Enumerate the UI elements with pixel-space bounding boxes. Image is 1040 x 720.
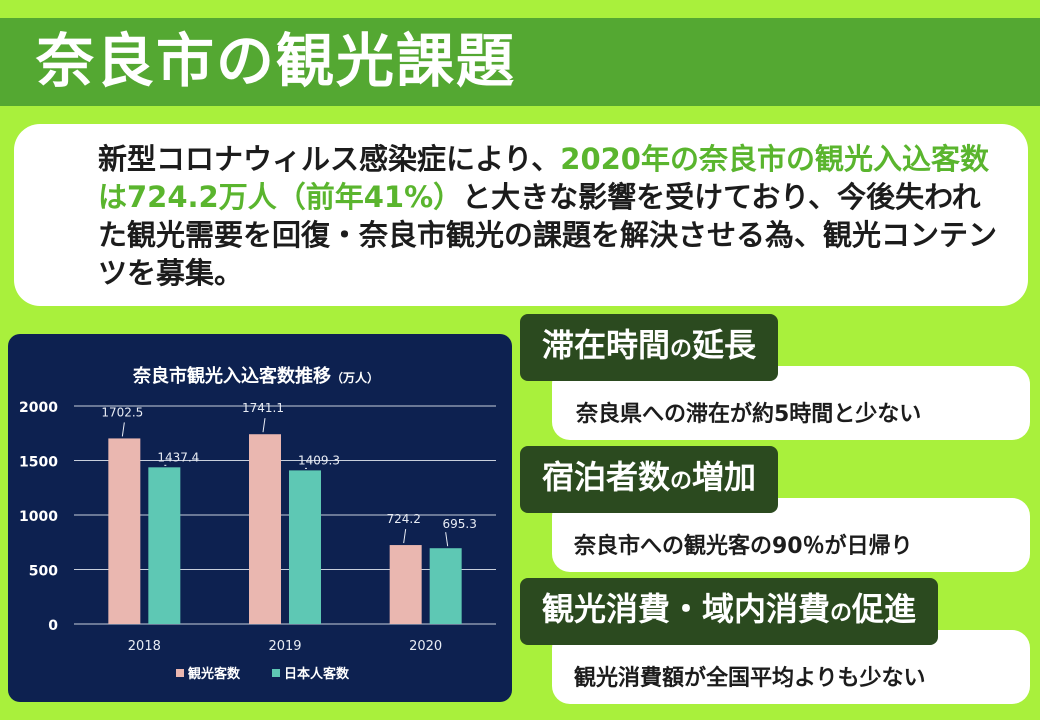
issue-desc-1-text: 奈良県への滞在が約5時間と少ない	[576, 402, 922, 427]
issue-desc-2-text: 奈良市への観光客の90％が日帰り	[574, 534, 913, 559]
data-label-2018-series-0: 1702.5	[101, 405, 143, 419]
issue-title-3-b: 促進	[852, 590, 917, 628]
issue-title-2-mid: の	[670, 469, 693, 494]
chart-panel: 奈良市観光入込客数推移（万人） 0 500 1000 1500 2000 1702.5 1…	[8, 334, 512, 702]
intro-box: 新型コロナウィルス感染症により、2020年の奈良市の観光入込客数は724.2万人…	[14, 124, 1028, 306]
y-tick-label-2: 1000	[19, 509, 58, 525]
leader-line-2020-series-0	[403, 528, 407, 544]
y-tick-label-0: 0	[48, 618, 58, 634]
issue-title-1: 滞在時間の延長	[520, 314, 779, 381]
issue-desc-1: 奈良県への滞在が約5時間と少ない	[552, 366, 1030, 440]
data-label-2020-series-1: 695.3	[442, 517, 476, 531]
intro-text-part1: 新型コロナウィルス感染症により、	[98, 142, 561, 176]
issue-title-3-mid: の	[830, 601, 853, 626]
issue-desc-3-text: 観光消費額が全国平均よりも少ない	[574, 666, 926, 691]
intro-text: 新型コロナウィルス感染症により、2020年の奈良市の観光入込客数は724.2万人…	[98, 140, 998, 292]
issue-title-3: 観光消費・域内消費の促進	[520, 578, 939, 645]
issue-title-3-a: 観光消費・域内消費	[542, 590, 831, 628]
x-tick-label-2019: 2019	[268, 639, 301, 654]
legend-label-1: 日本人客数	[284, 666, 350, 682]
leader-line-2018-series-0	[121, 422, 125, 437]
bar-2019-series-1	[289, 470, 321, 624]
issue-title-1-a: 滞在時間	[542, 326, 671, 364]
legend-label-0: 観光客数	[187, 666, 241, 682]
x-tick-label-2020: 2020	[409, 639, 442, 654]
page-title: 奈良市の観光課題	[36, 27, 517, 95]
bar-2020-series-1	[429, 548, 462, 624]
issue-title-2: 宿泊者数の増加	[520, 446, 779, 513]
bar-2019-series-0	[249, 434, 281, 624]
y-tick-label-4: 2000	[19, 400, 58, 416]
issue-title-1-b: 延長	[692, 326, 757, 364]
bar-chart: 奈良市観光入込客数推移（万人） 0 500 1000 1500 2000 1702.5 1…	[19, 365, 496, 682]
data-label-2019-series-0: 1741.1	[242, 401, 284, 415]
bar-2018-series-1	[148, 467, 181, 624]
issue-title-2-b: 増加	[692, 458, 757, 496]
intro-text-highlight: 2020年の奈良市の観光入込客数は724.2万人（前年41%）	[98, 142, 989, 214]
x-tick-label-2018: 2018	[128, 639, 161, 654]
bar-2018-series-0	[108, 438, 141, 624]
legend-swatch-1	[272, 669, 280, 677]
data-label-2018-series-1: 1437.4	[157, 450, 199, 464]
data-label-2019-series-1: 1409.3	[298, 453, 340, 467]
leader-line-2020-series-1	[445, 532, 449, 547]
chart-title: 奈良市観光入込客数推移（万人）	[132, 365, 379, 387]
issue-desc-3: 観光消費額が全国平均よりも少ない	[552, 630, 1030, 704]
intro-text-part2: と大きな影響を受けており、今後失われた観光需要を回復・奈良市観光の課題を解決させ…	[98, 180, 998, 290]
title-bar: 奈良市の観光課題	[0, 18, 1040, 106]
issue-title-1-mid: の	[670, 337, 693, 362]
legend-swatch-0	[176, 669, 184, 677]
y-tick-label-3: 1500	[19, 455, 58, 471]
data-label-2020-series-0: 724.2	[386, 512, 420, 526]
y-tick-label-1: 500	[29, 564, 58, 580]
bar-2020-series-0	[389, 545, 422, 624]
leader-line-2019-series-0	[262, 418, 266, 433]
issue-title-2-a: 宿泊者数	[542, 458, 671, 496]
